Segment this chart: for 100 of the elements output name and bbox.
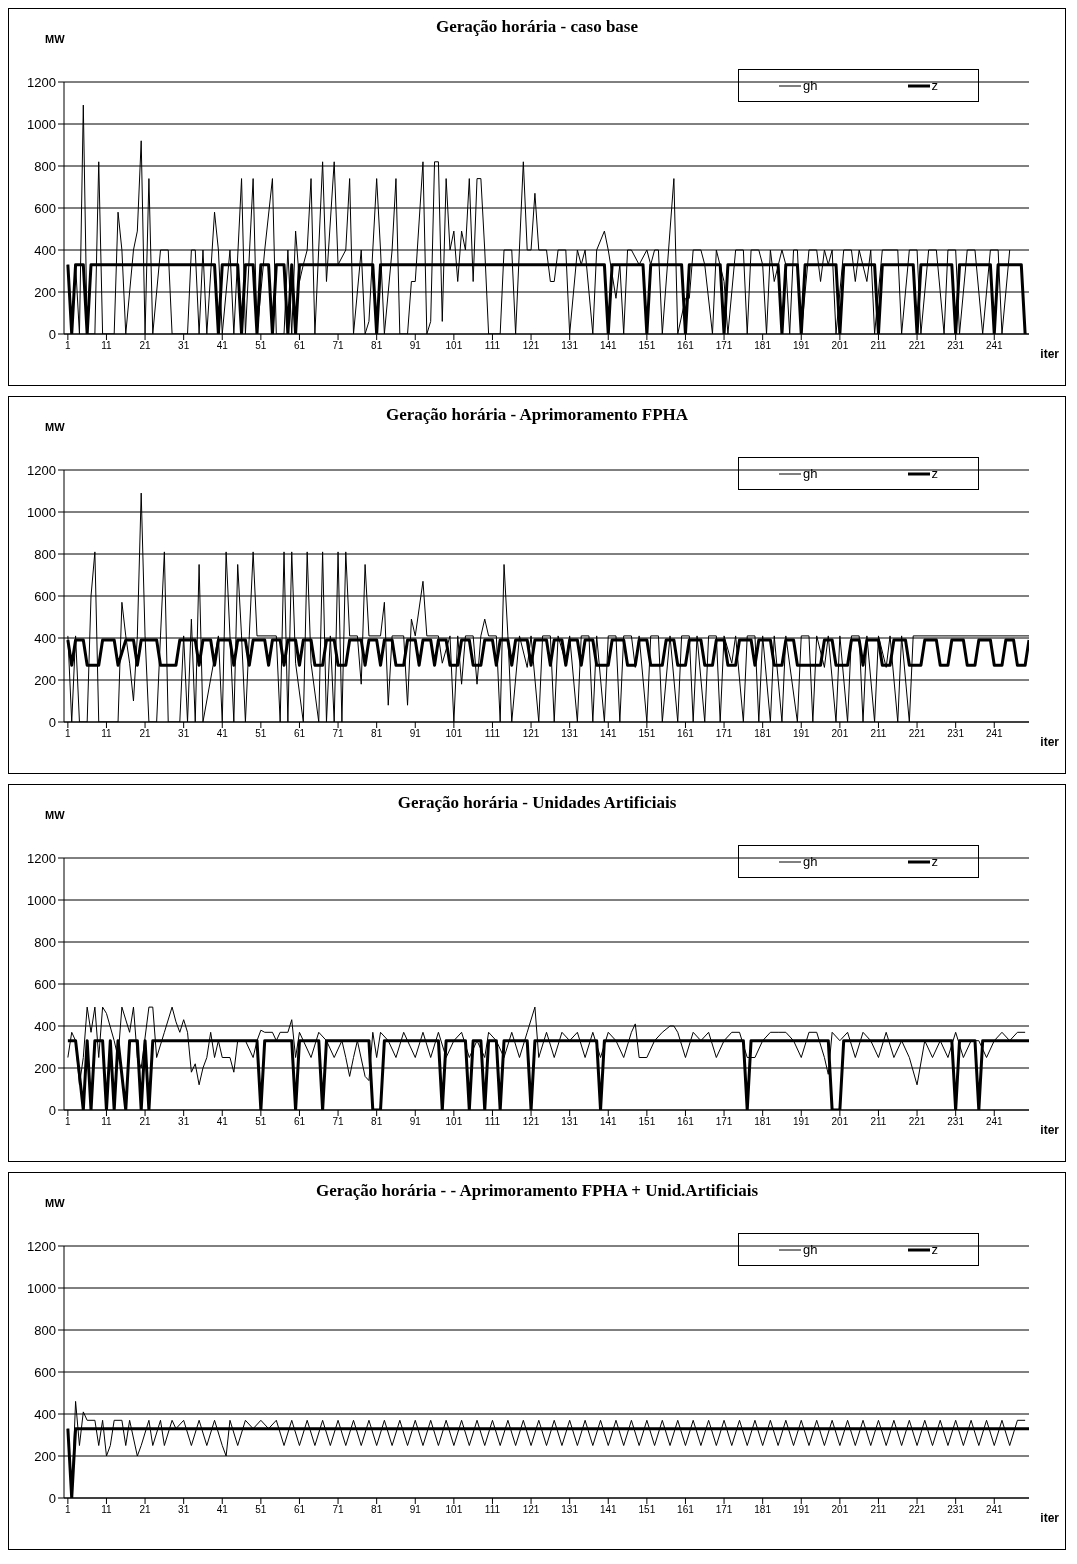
x-tick-label: 151 <box>638 728 656 740</box>
x-tick-label: 231 <box>947 340 965 352</box>
x-tick-label: 11 <box>101 340 113 352</box>
legend-label: z <box>931 854 938 869</box>
x-tick-label: 231 <box>947 728 965 740</box>
x-tick-label: 141 <box>599 728 618 740</box>
x-tick-label: 181 <box>754 1116 772 1128</box>
x-tick-label: 121 <box>522 340 540 352</box>
y-tick-label: 400 <box>34 630 56 646</box>
chart-title: Geração horária - caso base <box>435 17 639 36</box>
y-tick-label: 200 <box>34 284 56 300</box>
x-tick-label: 1 <box>65 340 72 352</box>
y-tick-label: 1000 <box>27 892 56 908</box>
y-tick-label: 600 <box>34 588 56 604</box>
x-tick-label: 51 <box>255 728 267 740</box>
y-axis-title: MW <box>45 809 65 821</box>
x-tick-label: 81 <box>371 1504 383 1516</box>
y-tick-label: 600 <box>34 1364 56 1380</box>
x-tick-label: 131 <box>561 1504 579 1516</box>
y-tick-label: 200 <box>34 1448 56 1464</box>
x-tick-label: 61 <box>293 728 306 740</box>
x-tick-label: 121 <box>522 1504 540 1516</box>
x-tick-label: 41 <box>216 1504 229 1516</box>
x-tick-label: 231 <box>947 1504 965 1516</box>
y-tick-label: 1200 <box>27 74 56 90</box>
legend-label: gh <box>803 1242 818 1257</box>
x-tick-label: 241 <box>985 728 1004 740</box>
legend-label: z <box>931 466 938 481</box>
x-tick-label: 161 <box>677 1116 695 1128</box>
x-tick-label: 161 <box>677 340 695 352</box>
x-tick-label: 121 <box>522 728 540 740</box>
x-tick-label: 151 <box>638 1504 656 1516</box>
y-tick-label: 1000 <box>27 1280 56 1296</box>
x-tick-label: 91 <box>409 1504 422 1516</box>
y-tick-label: 1200 <box>27 1238 56 1254</box>
x-tick-label: 31 <box>178 728 190 740</box>
y-tick-label: 400 <box>34 242 56 258</box>
y-tick-label: 800 <box>34 934 56 950</box>
chart-title: Geração horária - Unidades Artificiais <box>397 793 677 812</box>
y-tick-label: 0 <box>48 714 56 730</box>
x-tick-label: 91 <box>409 1116 422 1128</box>
x-tick-label: 201 <box>831 1504 849 1516</box>
x-tick-label: 141 <box>599 340 618 352</box>
x-tick-label: 121 <box>522 1116 540 1128</box>
y-tick-label: 1200 <box>27 462 56 478</box>
x-tick-label: 181 <box>754 1504 772 1516</box>
y-axis-title: MW <box>45 33 65 45</box>
x-tick-label: 51 <box>255 1116 267 1128</box>
x-tick-label: 81 <box>371 1116 383 1128</box>
y-tick-label: 600 <box>34 976 56 992</box>
x-tick-label: 81 <box>371 340 383 352</box>
x-tick-label: 171 <box>715 728 733 740</box>
chart-title: Geração horária - Aprimoramento FPHA <box>385 405 689 424</box>
y-tick-label: 600 <box>34 200 56 216</box>
x-tick-label: 101 <box>445 1504 463 1516</box>
x-tick-label: 111 <box>484 340 501 352</box>
y-tick-label: 400 <box>34 1406 56 1422</box>
x-tick-label: 61 <box>293 340 306 352</box>
y-tick-label: 0 <box>48 1490 56 1506</box>
x-tick-label: 191 <box>792 340 811 352</box>
legend-label: z <box>931 1242 938 1257</box>
y-tick-label: 800 <box>34 158 56 174</box>
y-axis-title: MW <box>45 1197 65 1209</box>
x-tick-label: 61 <box>293 1116 306 1128</box>
x-tick-label: 41 <box>216 728 229 740</box>
x-tick-label: 201 <box>831 1116 849 1128</box>
x-tick-label: 161 <box>677 1504 695 1516</box>
x-tick-label: 221 <box>908 340 926 352</box>
x-tick-label: 201 <box>831 340 849 352</box>
x-tick-label: 191 <box>792 1116 811 1128</box>
x-tick-label: 131 <box>561 1116 579 1128</box>
x-tick-label: 151 <box>638 1116 656 1128</box>
y-tick-label: 400 <box>34 1018 56 1034</box>
y-tick-label: 200 <box>34 672 56 688</box>
x-tick-label: 141 <box>599 1504 618 1516</box>
x-tick-label: 191 <box>792 728 811 740</box>
x-tick-label: 31 <box>178 1116 190 1128</box>
x-axis-title: iter <box>1040 1123 1059 1137</box>
y-tick-label: 200 <box>34 1060 56 1076</box>
chart-title: Geração horária - - Aprimoramento FPHA + Unid.Artificiais <box>315 1181 759 1200</box>
x-tick-label: 101 <box>445 340 463 352</box>
x-tick-label: 171 <box>715 1116 733 1128</box>
x-tick-label: 11 <box>101 728 113 740</box>
y-tick-label: 800 <box>34 546 56 562</box>
x-tick-label: 101 <box>445 1116 463 1128</box>
x-tick-label: 41 <box>216 1116 229 1128</box>
x-tick-label: 51 <box>255 340 267 352</box>
x-tick-label: 231 <box>947 1116 965 1128</box>
x-tick-label: 151 <box>638 340 656 352</box>
x-tick-label: 131 <box>561 728 579 740</box>
x-tick-label: 21 <box>139 340 152 352</box>
x-tick-label: 221 <box>908 1116 926 1128</box>
x-tick-label: 241 <box>985 1504 1004 1516</box>
x-tick-label: 211 <box>870 340 887 352</box>
x-tick-label: 21 <box>139 1116 152 1128</box>
x-tick-label: 21 <box>139 728 152 740</box>
y-axis-title: MW <box>45 421 65 433</box>
x-tick-label: 221 <box>908 728 926 740</box>
x-tick-label: 181 <box>754 728 772 740</box>
x-tick-label: 31 <box>178 1504 190 1516</box>
